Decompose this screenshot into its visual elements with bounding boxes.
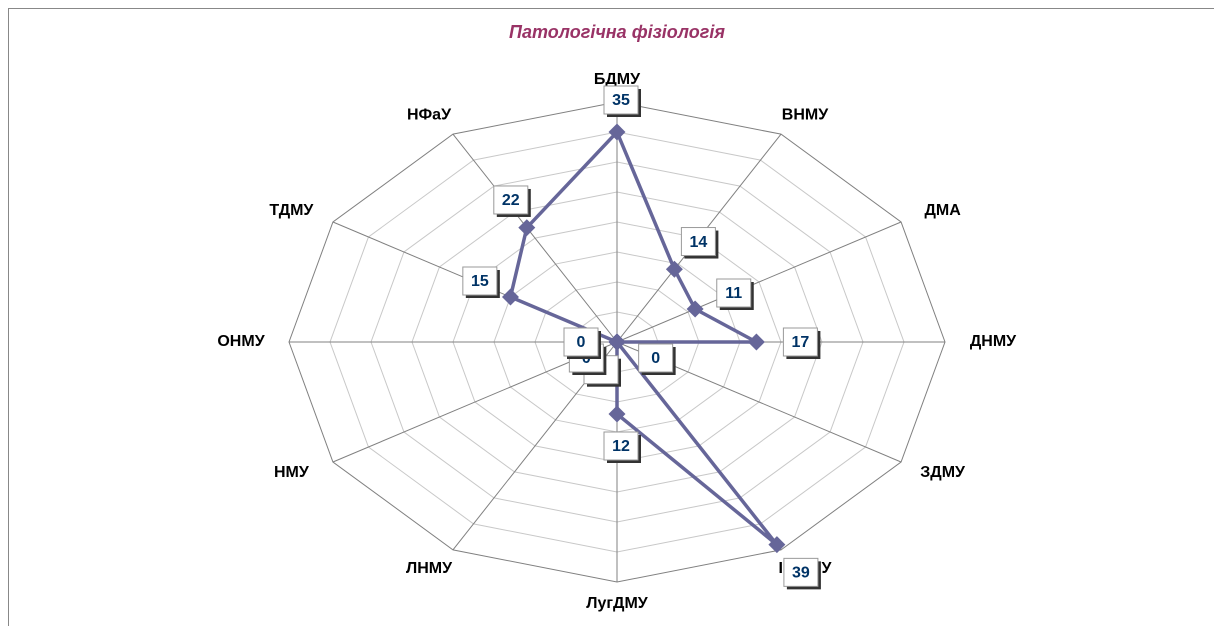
data-label: 14 [690,234,708,251]
category-label: БДМУ [594,71,641,88]
marker [665,260,683,278]
category-label: НМУ [274,464,310,481]
marker [747,333,765,351]
marker [501,288,519,306]
label-box [603,431,639,461]
data-label: 0 [651,350,660,367]
label-box [493,185,529,215]
spoke [616,221,902,343]
category-label: ДНМУ [970,333,1017,350]
label-box [603,85,639,115]
category-label: ТДМУ [269,202,314,219]
label-box [782,327,818,357]
data-label: 35 [612,92,630,109]
marker [608,123,626,141]
category-label: ЛугДМУ [586,595,649,612]
marker [608,333,626,351]
data-label: 39 [792,565,810,582]
label-box [783,557,819,587]
category-label: ЗДМУ [920,464,966,481]
data-label: 11 [725,285,742,302]
label-box [680,227,716,257]
data-label: 12 [612,438,630,455]
label-box [462,266,498,296]
category-label: ВНМУ [782,106,829,123]
category-label: ОНМУ [217,333,265,350]
marker [686,300,704,318]
label-box [563,327,599,357]
chart-title: Патологічна фізіологія [509,22,725,42]
marker [768,536,786,554]
data-label: 22 [502,192,520,209]
spoke [452,133,618,343]
marker [518,219,536,237]
label-box [716,278,752,308]
category-label: НФаУ [407,106,452,123]
data-label: 15 [471,273,489,290]
marker [608,405,626,423]
data-label: 17 [792,334,810,351]
category-label: ДМА [924,202,961,219]
label-box [638,343,674,373]
category-label: ЛНМУ [406,560,453,577]
data-label: 0 [577,334,586,351]
